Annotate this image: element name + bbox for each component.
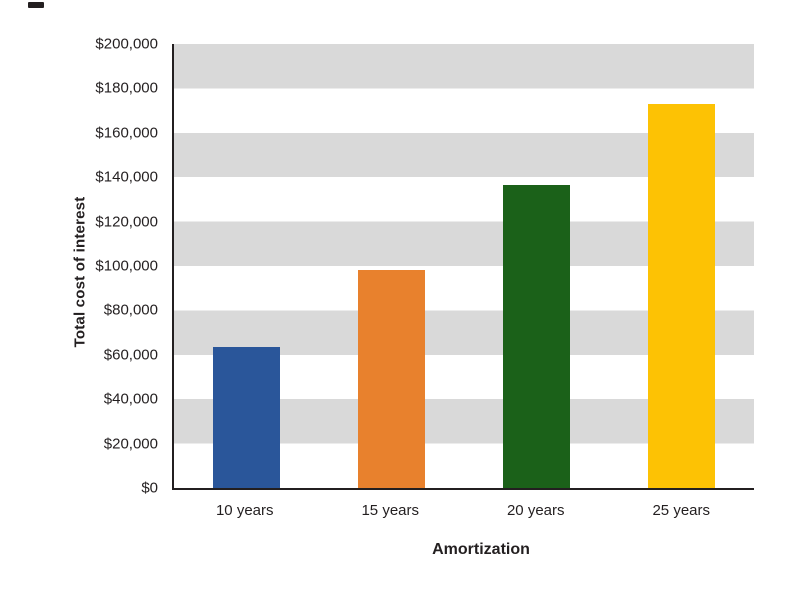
y-tick-label: $140,000: [95, 168, 158, 186]
bar-25-years: [648, 103, 715, 488]
bar-slot: [319, 44, 464, 488]
y-tick-label: $120,000: [95, 213, 158, 231]
bar-15-years: [358, 270, 425, 488]
bar-slot: [464, 44, 609, 488]
x-tick-label: 20 years: [506, 502, 565, 519]
x-axis-title: Amortization: [432, 541, 530, 558]
bar-slot: [609, 44, 754, 488]
y-tick-label: $180,000: [95, 79, 158, 97]
x-tick-label: 25 years: [652, 502, 711, 519]
x-tick-label: 15 years: [361, 502, 420, 519]
y-tick-label: $200,000: [95, 35, 158, 53]
bar-slot: [174, 44, 319, 488]
x-tick-label: 10 years: [215, 502, 274, 519]
y-tick-label: $60,000: [103, 346, 158, 364]
y-tick-label: $40,000: [103, 390, 158, 408]
top-left-crop-artifact: [28, 2, 44, 8]
bars: [174, 44, 754, 488]
y-tick-label: $20,000: [103, 435, 158, 453]
x-axis-tick-labels: 10 years 15 years 20 years 25 years: [172, 502, 754, 519]
y-tick-label: $80,000: [103, 301, 158, 319]
plot-area: [172, 44, 754, 490]
y-tick-label: $160,000: [95, 124, 158, 142]
bar-10-years: [213, 347, 280, 488]
y-tick-label: $100,000: [95, 257, 158, 275]
y-tick-label: $0: [141, 479, 158, 497]
y-axis-tick-labels: $200,000 $180,000 $160,000 $140,000 $120,000…: [0, 37, 158, 496]
bar-20-years: [503, 184, 570, 488]
